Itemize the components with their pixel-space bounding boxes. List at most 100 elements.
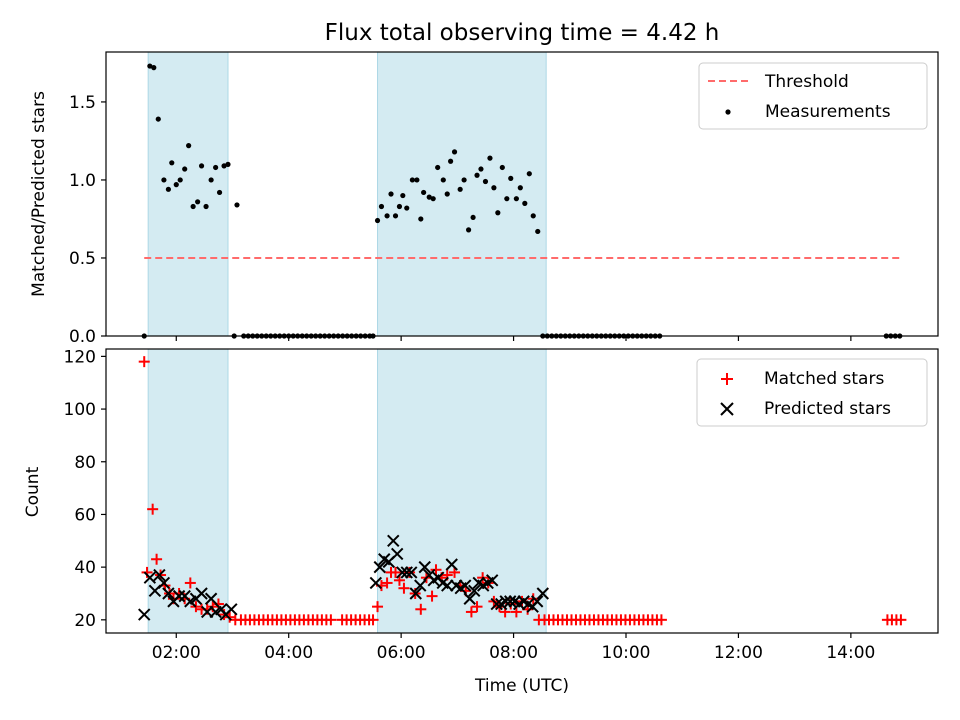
measurement-point — [208, 177, 214, 183]
measurement-point — [213, 164, 219, 171]
predicted-star-point — [390, 547, 404, 561]
predicted-star-point — [459, 579, 472, 592]
predicted-star-point — [162, 587, 175, 600]
predicted-star-point — [503, 595, 517, 608]
predicted-star-point — [387, 534, 400, 547]
measurement-point — [234, 202, 240, 208]
measurement-point — [504, 196, 510, 202]
predicted-star-point — [405, 566, 418, 579]
y-tick-label: 0.5 — [69, 249, 96, 269]
measurement-point — [182, 166, 188, 172]
measurement-point — [430, 196, 436, 202]
shaded-interval — [147, 51, 229, 337]
predicted-star-point — [400, 566, 413, 579]
predicted-star-point — [204, 592, 218, 605]
measurement-point — [482, 178, 489, 185]
predicted-star-point — [157, 576, 171, 590]
top-x-ticks — [175, 336, 852, 341]
bottom-legend-box — [696, 358, 928, 427]
predicted-star-point — [530, 595, 544, 608]
bottom-shaded-intervals — [147, 348, 547, 634]
measurement-point — [409, 177, 415, 183]
chart-title: Flux total observing time = 4.42 h — [325, 20, 720, 46]
measurement-point — [418, 216, 424, 222]
x-tick-label: 08:00 — [489, 643, 538, 663]
measurement-point — [440, 177, 446, 183]
shaded-interval — [147, 348, 229, 634]
measurement-point — [374, 217, 381, 224]
bottom-axes-frame — [105, 348, 939, 634]
y-tick-label: 60 — [74, 505, 96, 525]
predicted-star-point — [445, 558, 458, 571]
matched-star-point — [510, 606, 522, 618]
bottom-panel: 20 40 60 80 100 120 02:00 04:00 06:00 08:00 10:00… — [23, 347, 939, 696]
measurement-point — [169, 160, 175, 166]
measurement-point — [400, 192, 406, 199]
measurement-point — [177, 177, 183, 183]
top-y-axis-label: Matched/Predicted stars — [29, 91, 49, 297]
measurement-point — [465, 227, 472, 233]
measurement-point — [451, 149, 458, 155]
measurement-point — [404, 205, 410, 211]
measurement-point — [161, 177, 167, 183]
x-tick-label: 04:00 — [264, 643, 313, 663]
predicted-star-point — [225, 603, 238, 616]
measurement-point — [155, 116, 161, 122]
measurement-point — [491, 185, 497, 191]
measurement-point — [186, 143, 192, 149]
y-tick-label: 1.0 — [69, 171, 96, 191]
matched-star-point — [151, 553, 163, 565]
predicted-star-point — [369, 576, 383, 590]
predicted-star-point — [441, 579, 454, 592]
measurement-point — [513, 196, 519, 202]
threshold-legend-label: Threshold — [764, 72, 849, 92]
measurement-point — [421, 189, 427, 196]
measurement-point — [426, 194, 432, 200]
measurement-point — [225, 161, 231, 167]
bottom-y-ticks: 20 40 60 80 100 120 — [64, 347, 106, 631]
y-tick-label: 120 — [64, 347, 96, 367]
matched-star-point — [655, 614, 667, 626]
measurement-point — [173, 182, 179, 188]
measurement-point — [457, 186, 463, 192]
matched-star-point — [184, 577, 196, 589]
matched-star-point — [367, 614, 379, 626]
predicted-star-point — [153, 568, 166, 582]
measurement-point — [470, 214, 476, 221]
measurement-point — [461, 177, 467, 183]
predicted-legend-swatch — [720, 402, 734, 416]
measurement-point — [147, 63, 153, 69]
x-tick-label: 10:00 — [602, 643, 651, 663]
matched-star-point — [895, 614, 907, 626]
predicted-star-point — [485, 574, 499, 587]
measurement-point — [526, 171, 532, 177]
x-axis-label: Time (UTC) — [474, 676, 569, 696]
y-tick-label: 20 — [74, 611, 96, 631]
x-tick-label: 06:00 — [377, 643, 426, 663]
measurement-point — [487, 155, 493, 161]
bottom-legend: Matched stars Predicted stars — [696, 358, 928, 427]
matched-star-point — [430, 564, 442, 576]
predicted-star-point — [414, 579, 427, 592]
measurement-point — [396, 203, 403, 210]
bottom-plot-area — [138, 356, 907, 626]
top-shaded-intervals — [147, 51, 547, 337]
y-tick-label: 0.0 — [69, 327, 96, 347]
matched-star-point — [147, 503, 159, 515]
predicted-star-point — [463, 592, 476, 605]
matched-star-point — [325, 614, 337, 626]
top-panel: 0.0 0.5 1.0 1.5 Matched/Predicted stars Thr… — [29, 51, 939, 347]
measurement-point — [444, 191, 450, 197]
predicted-star-point — [468, 584, 481, 598]
bottom-y-axis-label: Count — [23, 466, 43, 517]
matched-star-point — [471, 601, 483, 613]
measurement-point — [384, 213, 390, 219]
predicted-star-point — [143, 571, 157, 584]
predicted-star-point — [418, 560, 431, 574]
matched-star-point — [426, 590, 438, 602]
matched-star-point — [415, 603, 427, 615]
measurement-point — [392, 213, 399, 219]
measurement-point — [535, 228, 541, 235]
y-tick-label: 40 — [74, 558, 96, 578]
